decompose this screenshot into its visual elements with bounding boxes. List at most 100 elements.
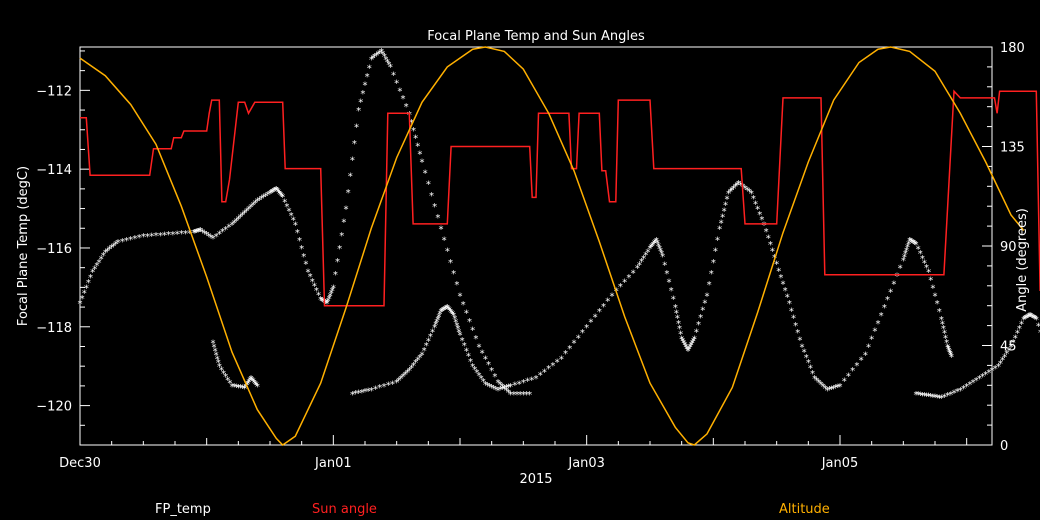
fp-temp-point: * [292, 220, 298, 231]
fp-temp-point: * [917, 390, 923, 401]
fp-temp-point: * [1031, 314, 1037, 325]
fp-temp-point: * [432, 323, 438, 334]
fp-temp-point: * [872, 327, 878, 338]
fp-temp-point: * [366, 63, 372, 74]
fp-temp-point: * [829, 385, 835, 396]
fp-temp-point: * [423, 341, 429, 352]
fp-temp-point: * [370, 54, 376, 65]
fp-temp-point: * [495, 386, 501, 397]
fp-temp-point: * [77, 299, 83, 310]
fp-temp-point: * [1032, 314, 1038, 325]
fp-temp-point: * [441, 305, 447, 316]
fp-temp-point: * [362, 80, 368, 91]
fp-temp-point: * [674, 314, 680, 325]
fp-temp-point: * [149, 231, 155, 242]
fp-temp-point: * [1008, 342, 1014, 353]
fp-temp-point: * [438, 307, 444, 318]
fp-temp-point: * [437, 310, 443, 321]
fp-temp-point: * [457, 331, 463, 342]
fp-temp-point: * [400, 94, 406, 105]
left-tick-label: −120 [36, 400, 72, 415]
fp-temp-point: * [377, 383, 383, 394]
fp-temp-point: * [947, 347, 953, 358]
fp-temp-point: * [454, 280, 460, 291]
fp-temp-point: * [761, 220, 767, 231]
fp-temp-point: * [900, 256, 906, 267]
fp-temp-point: * [912, 239, 918, 250]
fp-temp-point: * [913, 390, 919, 401]
fp-temp-point: * [656, 244, 662, 255]
fp-temp-point: * [680, 337, 686, 348]
fp-temp-point: * [652, 237, 658, 248]
fp-temp-point: * [326, 294, 332, 305]
fp-temp-point: * [244, 207, 250, 218]
fp-temp-point: * [380, 50, 386, 61]
fp-temp-point: * [721, 207, 727, 218]
fp-temp-point: * [986, 368, 992, 379]
fp-temp-point: * [639, 257, 645, 268]
fp-temp-point: * [588, 318, 594, 329]
fp-temp-point: * [967, 380, 973, 391]
fp-temp-point: * [503, 386, 509, 397]
fp-temp-point: * [411, 361, 417, 372]
fp-temp-point: * [330, 283, 336, 294]
fp-temp-point: * [940, 324, 946, 335]
fp-temp-point: * [325, 297, 331, 308]
fp-temp-point: * [111, 241, 117, 252]
fp-temp-point: * [252, 199, 258, 210]
fp-temp-point: * [470, 362, 476, 373]
sun-angle-line [80, 89, 1040, 307]
fp-temp-point: * [436, 312, 442, 323]
fp-temp-point: * [196, 227, 202, 238]
fp-temp-point: * [478, 374, 484, 385]
fp-temp-point: * [976, 374, 982, 385]
fp-temp-point: * [247, 376, 253, 387]
fp-temp-point: * [263, 191, 269, 202]
fp-temp-point: * [243, 382, 249, 393]
fp-temp-point: * [400, 372, 406, 383]
fp-temp-point: * [229, 382, 235, 393]
fp-temp-point: * [841, 377, 847, 388]
fp-temp-point: * [397, 86, 403, 97]
fp-temp-point: * [687, 342, 693, 353]
fp-temp-point: * [422, 168, 428, 179]
fp-temp-point: * [643, 251, 649, 262]
fp-temp-point: * [324, 299, 330, 310]
x-axis-ticks: Dec30 Jan01 Jan03 Jan05 [59, 435, 968, 471]
fp-temp-point: * [992, 364, 998, 375]
fp-temp-point: * [1002, 352, 1008, 363]
fp-temp-point: * [365, 386, 371, 397]
fp-temp-point: * [850, 366, 856, 377]
y-axis-left-label: Focal Plane Temp (degC) [16, 166, 31, 326]
fp-temp-point: * [944, 338, 950, 349]
fp-temp-point: * [700, 306, 706, 317]
legend-altitude: Altitude [779, 502, 830, 517]
fp-temp-point: * [249, 375, 255, 386]
fp-temp-point: * [94, 261, 100, 272]
fp-temp-point: * [259, 194, 265, 205]
fp-temp-point: * [109, 243, 115, 254]
fp-temp-point: * [329, 286, 335, 297]
fp-temp-point: * [123, 236, 129, 247]
fp-temp-point: * [419, 350, 425, 361]
fp-temp-point: * [939, 319, 945, 330]
fp-temp-point: * [712, 247, 718, 258]
fp-temp-point: * [696, 320, 702, 331]
fp-temp-point: * [199, 228, 205, 239]
fp-temp-point: * [394, 378, 400, 389]
fp-temp-point: * [690, 337, 696, 348]
fp-temp-point: * [166, 230, 172, 241]
fp-temp-point: * [250, 377, 256, 388]
fp-temp-point: * [425, 180, 431, 191]
fp-temp-point: * [299, 244, 305, 255]
fp-temp-point: * [404, 368, 410, 379]
fp-temp-point: * [339, 231, 345, 242]
fp-temp-point: * [788, 306, 794, 317]
fp-temp-point: * [645, 247, 651, 258]
fp-temp-point: * [907, 236, 913, 247]
fp-temp-point: * [797, 335, 803, 346]
fp-temp-point: * [237, 212, 243, 223]
fp-temp-point: * [233, 216, 239, 227]
fp-temp-point: * [888, 287, 894, 298]
fp-temp-point: * [921, 258, 927, 269]
